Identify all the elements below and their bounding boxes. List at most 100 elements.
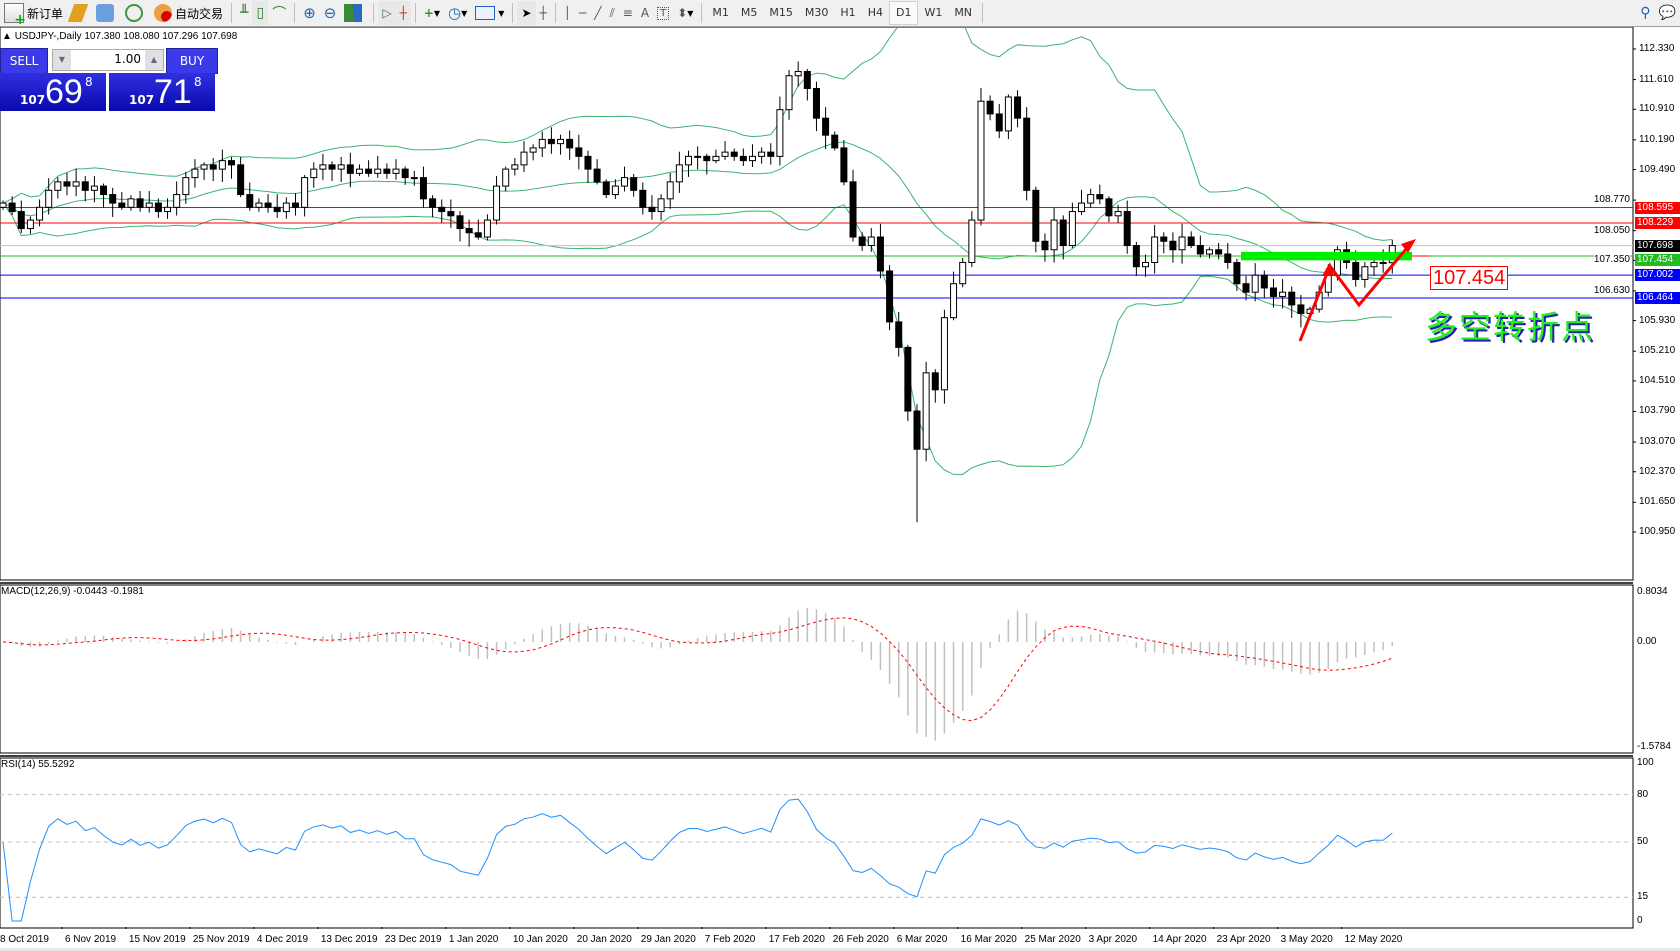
timeframe-d1[interactable]: D1 [888, 1, 919, 25]
arrowhead-icon [1322, 262, 1334, 276]
horizontal-line-button[interactable]: ─ [575, 1, 590, 25]
bull-candle [1004, 96, 1012, 132]
pivot-zone [1241, 251, 1412, 261]
bar-chart-button[interactable]: ╨ [236, 1, 252, 25]
text-label-button[interactable]: T [653, 1, 673, 25]
text-button[interactable]: A [637, 1, 653, 25]
new-order-button[interactable]: + 新订单 [0, 1, 67, 27]
bear-candle [849, 181, 857, 238]
line-chart-button[interactable]: ⌒ [268, 1, 290, 25]
bear-candle [730, 151, 738, 157]
time-axis: 8 Oct 2019 6 Nov 2019 15 Nov 2019 25 Nov 20… [0, 929, 1680, 951]
macd-label: MACD(12,26,9) -0.0443 -0.1981 [1, 586, 144, 597]
search-button[interactable]: ⚲ [1636, 1, 1654, 25]
timeframe-h1[interactable]: H1 [840, 6, 856, 19]
bull-candle [657, 198, 665, 213]
timeframe-m15[interactable]: M15 [769, 6, 793, 19]
bull-candle [493, 185, 501, 221]
bull-candle [758, 151, 766, 157]
arrows-button[interactable]: ⬍ ▼ [673, 1, 697, 25]
bull-candle [1279, 291, 1287, 297]
bull-candle [694, 155, 702, 158]
new-order-label: 新订单 [27, 6, 64, 21]
navigator-button[interactable] [92, 1, 121, 25]
text-label-icon: T [657, 6, 670, 20]
price-tick: 110.190 [1639, 133, 1675, 145]
cursor-button[interactable]: ➤ [517, 1, 536, 25]
chevron-down-icon: ▼ [433, 8, 441, 18]
buy-price[interactable]: 107 71 8 [109, 73, 215, 111]
bear-candle [237, 164, 245, 196]
annotation-price-label: 107.454 [1430, 266, 1509, 290]
bear-candle [17, 211, 25, 230]
crosshair-icon: ┼ [539, 6, 547, 20]
bear-candle [858, 236, 866, 247]
bull-candle [127, 198, 135, 208]
templates-button[interactable]: ▼ [471, 1, 508, 25]
bull-candle [611, 185, 619, 196]
lot-size-input[interactable]: 1.00 [114, 52, 141, 66]
level-price-tag: 107.454 [1635, 253, 1680, 266]
tile-windows-button[interactable] [340, 1, 369, 25]
chat-button[interactable]: 💬 [1655, 1, 1680, 25]
timeframe-m5[interactable]: M5 [740, 6, 758, 19]
indicator-tick: 80 [1637, 788, 1649, 800]
date-label: 15 Nov 2019 [128, 934, 186, 945]
signals-button[interactable] [121, 1, 150, 25]
date-label: 10 Jan 2020 [512, 934, 568, 945]
bollinger-middle [2, 141, 1393, 280]
sell-price[interactable]: 107 69 8 [0, 73, 106, 111]
periods-button[interactable]: ◷ ▼ [444, 1, 471, 25]
bear-candle [63, 181, 71, 187]
bull-candle [1068, 211, 1076, 247]
level-price-tag: 108.595 [1635, 201, 1680, 214]
bear-candle [584, 155, 592, 170]
bear-candle [1297, 304, 1305, 314]
timeframe-h4[interactable]: H4 [867, 6, 883, 19]
sell-button[interactable]: SELL [0, 48, 48, 74]
zoom-in-button[interactable]: ⊕ [299, 1, 320, 25]
bull-candle [255, 202, 263, 208]
vertical-line-button[interactable]: │ [560, 1, 575, 25]
timeframe-m1[interactable]: M1 [712, 6, 729, 19]
bear-candle [346, 164, 354, 174]
date-label: 25 Nov 2019 [192, 934, 250, 945]
search-icon: ⚲ [1640, 5, 1651, 21]
bear-candle [986, 100, 994, 115]
candlestick-button[interactable]: ▯ [252, 1, 269, 25]
bear-candle [767, 151, 775, 157]
timeframe-m30[interactable]: M30 [804, 6, 829, 19]
bull-candle [520, 151, 528, 166]
bear-candle [895, 321, 903, 348]
bear-candle [401, 168, 409, 179]
autoscroll-button[interactable]: ▷ [378, 1, 396, 25]
equidistant-channel-button[interactable]: ⫽ [605, 1, 618, 25]
line-chart-icon: ⌒ [272, 6, 287, 22]
indicators-button[interactable]: + ▼ [420, 1, 444, 25]
auto-trading-button[interactable]: 自动交易 [150, 1, 227, 25]
bull-candle [1050, 219, 1058, 251]
fibonacci-button[interactable]: ≡ [619, 1, 637, 25]
arrowhead-icon [1401, 239, 1416, 253]
lot-increase-button[interactable]: ▲ [145, 50, 163, 70]
lot-decrease-button[interactable]: ▼ [53, 50, 71, 70]
bull-candle [164, 206, 172, 213]
bull-candle [748, 155, 756, 162]
zoom-out-button[interactable]: ⊖ [320, 1, 341, 25]
date-label: 12 May 2020 [1344, 934, 1403, 945]
timeframe-w1[interactable]: W1 [924, 6, 943, 19]
price-tick: 103.070 [1639, 436, 1676, 448]
market-watch-button[interactable] [67, 1, 92, 25]
timeframe-mn[interactable]: MN [954, 6, 973, 19]
bull-candle [36, 206, 44, 221]
crosshair-button[interactable]: ┼ [536, 1, 551, 25]
trendline-button[interactable]: ╱ [590, 1, 605, 25]
zoom-in-icon: ⊕ [303, 4, 316, 22]
date-label: 4 Dec 2019 [256, 934, 309, 945]
lot-size-stepper[interactable]: ▼ 1.00 ▲ [52, 49, 164, 71]
chart-canvas[interactable] [0, 27, 1680, 929]
chart-shift-button[interactable]: ┼ [395, 1, 411, 25]
price-tick: 109.490 [1639, 163, 1676, 175]
bear-candle [566, 138, 574, 149]
buy-button[interactable]: BUY [166, 48, 218, 74]
